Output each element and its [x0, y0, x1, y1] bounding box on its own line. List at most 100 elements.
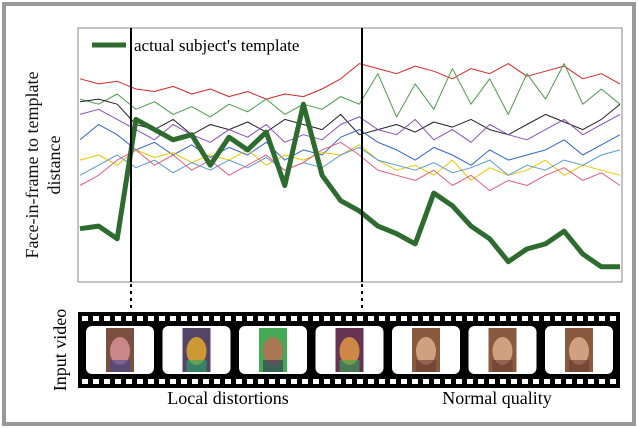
sprocket — [412, 316, 418, 321]
sprocket — [423, 316, 429, 321]
series-line — [79, 63, 621, 118]
sprocket — [137, 316, 143, 321]
sprocket — [500, 316, 506, 321]
sprocket — [368, 316, 374, 321]
sprocket — [357, 316, 363, 321]
sprocket — [280, 379, 286, 384]
sprocket — [599, 379, 605, 384]
sprocket — [104, 379, 110, 384]
series-line — [79, 146, 621, 176]
sprocket — [434, 316, 440, 321]
sprocket — [203, 379, 209, 384]
series-line — [79, 98, 621, 136]
sprocket — [170, 379, 176, 384]
sprocket — [148, 316, 154, 321]
sprocket — [346, 379, 352, 384]
sprocket — [148, 379, 154, 384]
series-line — [79, 108, 621, 143]
sprocket — [566, 316, 572, 321]
segment-label: Normal quality — [442, 388, 551, 408]
sprocket — [313, 379, 319, 384]
sprocket — [511, 379, 517, 384]
sprocket — [214, 316, 220, 321]
face — [492, 337, 513, 365]
sprocket — [324, 316, 330, 321]
sprocket — [258, 316, 264, 321]
sprocket — [478, 316, 484, 321]
sprocket — [258, 379, 264, 384]
sprocket — [533, 316, 539, 321]
sprocket — [489, 379, 495, 384]
sprocket — [500, 379, 506, 384]
sprocket — [445, 379, 451, 384]
series-line — [79, 63, 621, 100]
sprocket — [544, 379, 550, 384]
sprocket — [236, 316, 242, 321]
sprocket — [588, 316, 594, 321]
sprocket — [390, 379, 396, 384]
segment-label: Local distortions — [167, 388, 288, 408]
sprocket — [181, 316, 187, 321]
face-shadow — [569, 360, 589, 372]
sprocket — [93, 379, 99, 384]
sprocket — [489, 316, 495, 321]
sprocket — [225, 316, 231, 321]
sprocket — [115, 316, 121, 321]
sprocket — [236, 379, 242, 384]
sprocket — [313, 316, 319, 321]
plot-area — [77, 27, 623, 283]
sprocket — [412, 379, 418, 384]
face-shadow — [263, 360, 283, 372]
sprocket — [390, 316, 396, 321]
sprocket — [291, 379, 297, 384]
sprocket — [93, 316, 99, 321]
sprocket — [302, 316, 308, 321]
face — [569, 337, 589, 365]
sprocket — [555, 316, 561, 321]
sprocket — [467, 316, 473, 321]
sprocket — [104, 316, 110, 321]
sprocket — [137, 379, 143, 384]
filmstrip-label: Input video — [50, 309, 70, 392]
sprocket — [82, 379, 88, 384]
sprocket — [401, 379, 407, 384]
sprocket — [588, 379, 594, 384]
sprocket — [346, 316, 352, 321]
sprocket — [126, 316, 132, 321]
series-line — [79, 141, 621, 192]
sprocket — [280, 316, 286, 321]
sprocket — [379, 379, 385, 384]
sprocket — [522, 316, 528, 321]
sprocket — [126, 379, 132, 384]
series-line — [79, 101, 620, 270]
series-line — [79, 144, 621, 181]
legend-label: actual subject's template — [134, 36, 299, 55]
y-axis-label: Face-in-frame to template distance — [22, 71, 64, 259]
sprocket — [170, 316, 176, 321]
sprocket — [599, 316, 605, 321]
sprocket — [159, 379, 165, 384]
sprocket — [478, 379, 484, 384]
sprocket — [566, 379, 572, 384]
sprocket — [225, 379, 231, 384]
face — [110, 337, 130, 365]
sprocket — [291, 316, 297, 321]
sprocket — [82, 316, 88, 321]
face — [263, 337, 283, 365]
sprocket — [467, 379, 473, 384]
sprocket — [533, 379, 539, 384]
sprocket — [269, 316, 275, 321]
sprocket — [203, 316, 209, 321]
sprocket — [511, 316, 517, 321]
sprocket — [324, 379, 330, 384]
filmstrip — [78, 312, 620, 388]
face-shadow — [110, 360, 130, 372]
sprocket — [335, 379, 341, 384]
sprocket — [577, 379, 583, 384]
sprocket — [302, 379, 308, 384]
sprocket — [115, 379, 121, 384]
sprocket — [247, 379, 253, 384]
sprocket — [335, 316, 341, 321]
sprocket — [192, 316, 198, 321]
